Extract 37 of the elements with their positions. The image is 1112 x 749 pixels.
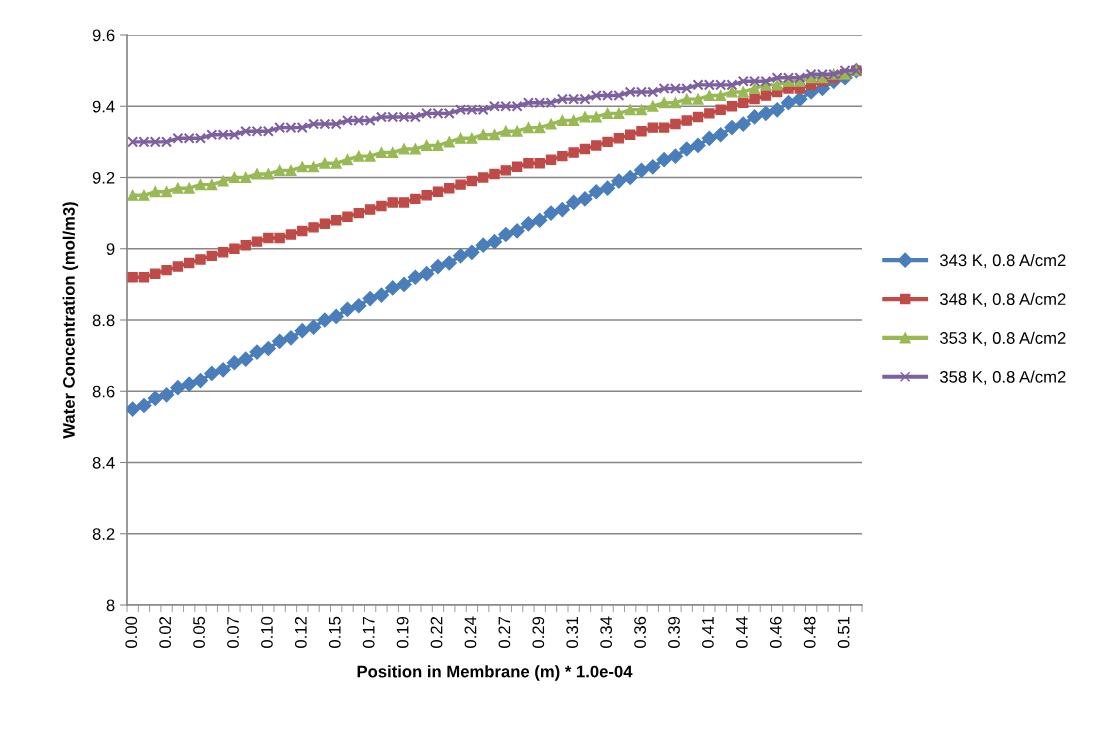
x-tick-label: 0.00 (125, 616, 138, 648)
x-tick-label: 0.19 (396, 616, 409, 648)
y-tick-label: 8.8 (92, 314, 115, 327)
x-tick-label: 0.41 (702, 616, 714, 648)
x-tick-label: 0.10 (261, 616, 273, 648)
y-tick-label: 9.2 (92, 171, 115, 184)
x-tick-label: 0.44 (735, 616, 748, 648)
x-tick-label: 0.34 (600, 616, 613, 648)
y-tick-label: 9.4 (92, 100, 115, 113)
x-tick-label: 0.02 (159, 616, 172, 648)
x-tick-label: 0.24 (464, 616, 477, 648)
x-tick-label: 0.15 (328, 616, 341, 648)
y-tick-label: 8.2 (92, 528, 115, 540)
legend-label: 358 K, 0.8 A/cm2 (939, 370, 1066, 385)
x-tick-label: 0.29 (532, 616, 545, 648)
x-tick-label: 0.39 (668, 616, 680, 648)
y-tick-label: 8.6 (92, 385, 115, 398)
legend-label: 343 K, 0.8 A/cm2 (939, 253, 1066, 269)
x-tick-label: 0.48 (803, 616, 816, 648)
x-tick-label: 0.31 (566, 616, 579, 648)
x-tick-label: 0.22 (430, 616, 443, 648)
legend-label: 353 K, 0.8 A/cm2 (939, 331, 1066, 346)
x-axis-title: Position in Membrane (m) * 1.0e-04 (357, 665, 633, 681)
y-tick-label: 9.6 (92, 29, 115, 42)
y-tick-label: 8 (106, 599, 115, 612)
x-tick-label: 0.36 (634, 616, 646, 648)
x-tick-label: 0.17 (362, 616, 375, 648)
y-tick-label: 9 (106, 243, 115, 255)
x-tick-label: 0.07 (227, 616, 239, 648)
x-tick-label: 0.27 (498, 616, 511, 648)
x-tick-label: 0.12 (294, 616, 307, 648)
x-tick-label: 0.46 (769, 616, 782, 648)
x-tick-label: 0.51 (837, 616, 850, 648)
y-axis-title: Water Concentration (mol/m3) (62, 202, 79, 439)
y-tick-label: 8.4 (92, 456, 115, 469)
x-tick-label: 0.05 (193, 616, 205, 648)
legend-label: 348 K, 0.8 A/cm2 (939, 292, 1066, 308)
